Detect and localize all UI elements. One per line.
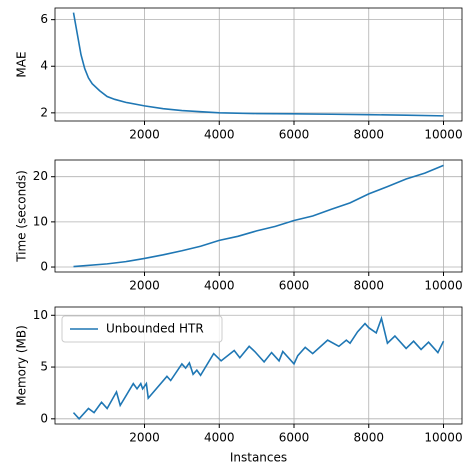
x-tick-label: 4000 bbox=[204, 431, 235, 445]
data-line bbox=[73, 164, 444, 268]
x-tick-label: 6000 bbox=[279, 279, 310, 293]
x-tick-label: 4000 bbox=[204, 128, 235, 142]
x-tick-label: 2000 bbox=[129, 128, 160, 142]
y-axis-label: MAE bbox=[15, 51, 29, 77]
y-axis-label: Time (seconds) bbox=[15, 170, 29, 263]
x-tick-label: 8000 bbox=[353, 128, 384, 142]
data-line bbox=[72, 315, 445, 421]
axes-frame bbox=[54, 306, 463, 425]
y-tick-label: 4 bbox=[40, 59, 48, 73]
x-axis-label: Instances bbox=[230, 451, 287, 465]
x-tick-label: 10000 bbox=[424, 431, 462, 445]
x-tick-label: 8000 bbox=[353, 431, 384, 445]
legend-box bbox=[61, 315, 223, 343]
x-tick-label: 2000 bbox=[129, 431, 160, 445]
data-line bbox=[72, 12, 444, 117]
y-tick-label: 20 bbox=[33, 169, 48, 183]
y-tick-label: 0 bbox=[40, 411, 48, 425]
y-tick-label: 2 bbox=[40, 105, 48, 119]
y-tick-label: 10 bbox=[33, 308, 48, 322]
x-tick-label: 10000 bbox=[424, 279, 462, 293]
x-tick-label: 6000 bbox=[279, 128, 310, 142]
x-tick-label: 6000 bbox=[279, 431, 310, 445]
y-tick-label: 6 bbox=[40, 12, 48, 26]
y-tick-label: 5 bbox=[40, 360, 48, 374]
y-tick-label: 0 bbox=[40, 260, 48, 274]
x-tick-label: 4000 bbox=[204, 279, 235, 293]
y-tick-label: 10 bbox=[33, 214, 48, 228]
axes-frame bbox=[54, 7, 463, 122]
axes-frame bbox=[54, 159, 463, 273]
x-tick-label: 10000 bbox=[424, 128, 462, 142]
x-tick-label: 8000 bbox=[353, 279, 384, 293]
y-axis-label: Memory (MB) bbox=[15, 325, 29, 406]
x-tick-label: 2000 bbox=[129, 279, 160, 293]
legend-label: Unbounded HTR bbox=[106, 322, 204, 336]
